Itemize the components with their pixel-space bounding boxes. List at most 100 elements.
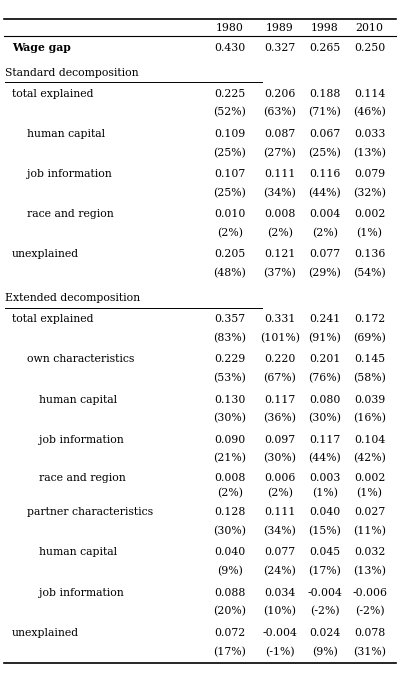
- Text: (53%): (53%): [214, 373, 246, 383]
- Text: 0.172: 0.172: [354, 315, 385, 324]
- Text: total explained: total explained: [12, 315, 94, 324]
- Text: (52%): (52%): [214, 107, 246, 117]
- Text: 0.104: 0.104: [354, 435, 385, 445]
- Text: (67%): (67%): [264, 373, 296, 383]
- Text: (9%): (9%): [217, 566, 243, 576]
- Text: 0.117: 0.117: [264, 395, 296, 404]
- Text: -0.004: -0.004: [307, 588, 342, 597]
- Text: (1%): (1%): [357, 228, 383, 238]
- Text: 0.032: 0.032: [354, 547, 385, 558]
- Text: (24%): (24%): [264, 566, 296, 576]
- Text: 1998: 1998: [311, 23, 339, 32]
- Text: (15%): (15%): [308, 526, 341, 537]
- Text: (31%): (31%): [353, 647, 386, 657]
- Text: (11%): (11%): [353, 526, 386, 537]
- Text: 0.116: 0.116: [309, 169, 340, 179]
- Text: 0.130: 0.130: [214, 395, 246, 404]
- Text: 0.067: 0.067: [309, 129, 340, 139]
- Text: (32%): (32%): [353, 188, 386, 198]
- Text: (101%): (101%): [260, 333, 300, 344]
- Text: (13%): (13%): [353, 566, 386, 576]
- Text: 0.136: 0.136: [354, 249, 385, 259]
- Text: 0.250: 0.250: [354, 43, 385, 53]
- Text: (30%): (30%): [214, 413, 246, 424]
- Text: total explained: total explained: [12, 88, 94, 99]
- Text: (25%): (25%): [214, 148, 246, 158]
- Text: (9%): (9%): [312, 647, 338, 657]
- Text: 0.045: 0.045: [309, 547, 340, 558]
- Text: 0.201: 0.201: [309, 354, 340, 364]
- Text: 0.027: 0.027: [354, 508, 385, 517]
- Text: (44%): (44%): [308, 188, 341, 198]
- Text: 0.107: 0.107: [214, 169, 246, 179]
- Text: 0.117: 0.117: [309, 435, 340, 445]
- Text: 0.077: 0.077: [264, 547, 296, 558]
- Text: 0.008: 0.008: [214, 473, 246, 483]
- Text: 0.039: 0.039: [354, 395, 385, 404]
- Text: (46%): (46%): [353, 107, 386, 117]
- Text: (63%): (63%): [264, 107, 296, 117]
- Text: Wage gap: Wage gap: [12, 42, 71, 53]
- Text: 0.008: 0.008: [264, 209, 296, 219]
- Text: (54%): (54%): [353, 268, 386, 278]
- Text: human capital: human capital: [39, 547, 117, 558]
- Text: 0.003: 0.003: [309, 473, 340, 483]
- Text: 1989: 1989: [266, 23, 294, 32]
- Text: (83%): (83%): [214, 333, 246, 344]
- Text: (2%): (2%): [217, 228, 243, 238]
- Text: (10%): (10%): [264, 606, 296, 617]
- Text: 0.040: 0.040: [309, 508, 340, 517]
- Text: (2%): (2%): [267, 228, 293, 238]
- Text: (21%): (21%): [214, 454, 246, 464]
- Text: partner characteristics: partner characteristics: [27, 508, 153, 517]
- Text: 0.111: 0.111: [264, 169, 296, 179]
- Text: 0.087: 0.087: [264, 129, 296, 139]
- Text: 0.024: 0.024: [309, 628, 340, 638]
- Text: 0.006: 0.006: [264, 473, 296, 483]
- Text: 0.241: 0.241: [309, 315, 340, 324]
- Text: (34%): (34%): [264, 526, 296, 537]
- Text: (76%): (76%): [308, 373, 341, 383]
- Text: (27%): (27%): [264, 148, 296, 158]
- Text: 0.206: 0.206: [264, 88, 296, 99]
- Text: 0.205: 0.205: [214, 249, 246, 259]
- Text: 0.327: 0.327: [264, 43, 296, 53]
- Text: 0.088: 0.088: [214, 588, 246, 597]
- Text: (58%): (58%): [353, 373, 386, 383]
- Text: (29%): (29%): [308, 268, 341, 278]
- Text: (13%): (13%): [353, 148, 386, 158]
- Text: (30%): (30%): [264, 454, 296, 464]
- Text: (1%): (1%): [357, 488, 383, 498]
- Text: 0.111: 0.111: [264, 508, 296, 517]
- Text: (37%): (37%): [264, 268, 296, 278]
- Text: 0.072: 0.072: [214, 628, 246, 638]
- Text: (16%): (16%): [353, 413, 386, 424]
- Text: (36%): (36%): [264, 413, 296, 424]
- Text: job information: job information: [39, 435, 124, 445]
- Text: -0.006: -0.006: [352, 588, 387, 597]
- Text: 0.090: 0.090: [214, 435, 246, 445]
- Text: (2%): (2%): [312, 228, 338, 238]
- Text: 2010: 2010: [356, 23, 384, 32]
- Text: 0.002: 0.002: [354, 209, 385, 219]
- Text: (44%): (44%): [308, 454, 341, 464]
- Text: (2%): (2%): [217, 488, 243, 498]
- Text: race and region: race and region: [39, 473, 126, 483]
- Text: (2%): (2%): [267, 488, 293, 498]
- Text: (34%): (34%): [264, 188, 296, 198]
- Text: (71%): (71%): [308, 107, 341, 117]
- Text: 0.220: 0.220: [264, 354, 296, 364]
- Text: job information: job information: [39, 588, 124, 597]
- Text: 0.097: 0.097: [264, 435, 296, 445]
- Text: (17%): (17%): [214, 647, 246, 657]
- Text: (-2%): (-2%): [310, 606, 340, 617]
- Text: (91%): (91%): [308, 333, 341, 344]
- Text: 0.077: 0.077: [309, 249, 340, 259]
- Text: Extended decomposition: Extended decomposition: [5, 293, 140, 303]
- Text: 0.010: 0.010: [214, 209, 246, 219]
- Text: (30%): (30%): [308, 413, 341, 424]
- Text: 0.080: 0.080: [309, 395, 340, 404]
- Text: 0.079: 0.079: [354, 169, 385, 179]
- Text: 0.188: 0.188: [309, 88, 340, 99]
- Text: 0.265: 0.265: [309, 43, 340, 53]
